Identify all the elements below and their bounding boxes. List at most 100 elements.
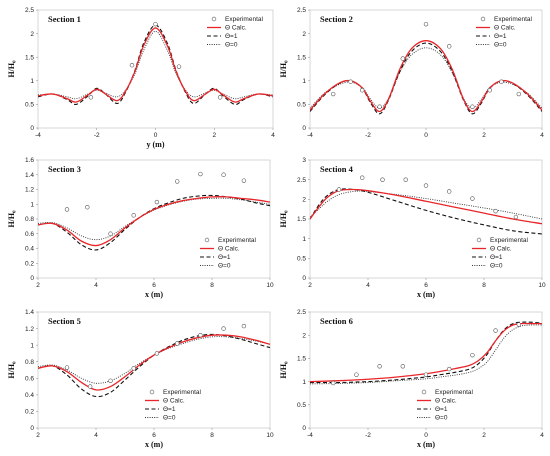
y-tick-label: 0	[302, 275, 306, 282]
y-tick-label: 0	[302, 125, 306, 132]
y-tick-label: 0	[30, 275, 34, 282]
experimental-point	[516, 322, 521, 327]
y-tick-label: 1.6	[25, 157, 34, 164]
experimental-point	[108, 231, 113, 236]
experimental-point	[447, 44, 452, 49]
y-tick-label: 0.8	[25, 359, 34, 366]
series-line-calc	[38, 334, 270, 391]
y-tick-label: 0	[30, 425, 34, 432]
y-tick-label: 0.8	[25, 216, 34, 223]
y-axis-label: H/H₀	[7, 361, 16, 379]
legend: Experimental Θ Calc.Θ=1 Θ=0	[417, 389, 473, 422]
y-tick-label: 1.5	[25, 54, 34, 61]
legend-label-theta0: Θ=0	[218, 263, 231, 270]
y-tick-label: 1	[302, 379, 306, 386]
y-tick-label: 0.6	[25, 231, 34, 238]
plot-area	[310, 175, 542, 235]
experimental-point	[131, 213, 136, 218]
plot-area	[310, 321, 542, 386]
y-tick-label: 1.5	[297, 54, 306, 61]
series-line-theta0	[38, 197, 270, 241]
y-tick-label: 0.2	[25, 409, 34, 416]
legend-label-calc: Θ Calc.	[218, 246, 240, 253]
plot-frame	[309, 159, 543, 279]
series-line-calc	[38, 196, 270, 247]
series-line-theta1	[310, 321, 542, 384]
experimental-point	[377, 364, 382, 369]
legend-label-calc: Θ Calc.	[494, 25, 516, 32]
x-tick-label: 2	[482, 432, 486, 439]
experimental-point	[198, 171, 203, 177]
y-tick-label: 2	[30, 31, 34, 38]
legend: Experimental Θ Calc.Θ=1 Θ=0	[200, 237, 256, 270]
experimental-point	[176, 64, 182, 69]
series-line-theta1	[310, 42, 542, 115]
legend: Experimental Θ Calc.Θ=1 Θ=0	[476, 16, 532, 49]
experimental-point	[331, 91, 336, 97]
y-tick-label: 0.4	[25, 392, 34, 399]
x-tick-label: 0	[424, 432, 428, 439]
experimental-point	[380, 177, 385, 182]
x-tick-label: 2	[308, 282, 312, 289]
chart-title: Section 3	[48, 164, 81, 174]
experimental-point	[221, 326, 226, 331]
x-tick-label: 4	[540, 132, 544, 139]
y-tick-label: 2.5	[297, 177, 306, 184]
legend: Experimental Θ Calc.Θ=1 Θ=0	[207, 16, 263, 49]
x-tick-label: 4	[540, 432, 544, 439]
y-tick-label: 2	[302, 197, 306, 204]
experimental-point	[360, 175, 365, 180]
series-line-calc	[38, 27, 273, 103]
legend: Experimental Θ Calc.Θ=1 Θ=0	[145, 389, 201, 422]
experimental-point	[108, 378, 113, 383]
experimental-point	[131, 366, 136, 371]
y-tick-label: 0.5	[297, 402, 306, 409]
plot-frame	[309, 311, 543, 429]
legend-label-theta1: Θ=1	[225, 33, 238, 40]
series-line-theta0	[310, 190, 542, 220]
chart-title: Section 6	[320, 316, 353, 326]
plot-area	[38, 171, 270, 251]
y-tick-label: 0	[30, 125, 34, 132]
experimental-point	[470, 352, 475, 358]
x-tick-label: 0	[154, 132, 158, 139]
experimental-point	[64, 207, 70, 212]
legend-label-theta1: Θ=1	[163, 406, 176, 413]
experimental-point	[377, 104, 382, 109]
x-tick-label: 8	[210, 282, 214, 289]
x-tick-label: -2	[365, 132, 371, 139]
plot-frame	[37, 311, 271, 429]
legend-label-theta0: Θ=0	[494, 42, 507, 49]
chart-title: Section 5	[48, 316, 81, 326]
experimental-point	[493, 208, 498, 214]
experimental-point	[198, 333, 203, 338]
y-tick-label: 2	[302, 332, 306, 339]
experimental-point	[175, 341, 180, 346]
experimental-point	[154, 199, 160, 205]
legend-label-experimental: Experimental	[163, 389, 201, 396]
y-tick-label: 3	[302, 157, 306, 164]
experimental-point	[400, 56, 405, 61]
experimental-point	[423, 372, 429, 377]
plot-frame	[37, 159, 271, 279]
experimental-point	[354, 372, 359, 377]
x-tick-label: 8	[210, 432, 214, 439]
experimental-point	[129, 63, 135, 68]
chart-panel-6: 0 0.5 1 1.5 2 2.5 -4 -2 0 2 4 Section 6 x (m) H/H₀ Exp…	[279, 309, 544, 449]
chart-panel-4: 0 0.5 1 1.5 2 2.5 3 2 4 6 8 10 Section 4 x (m) H/H₀ Exp…	[279, 157, 546, 299]
x-tick-label: -2	[94, 132, 100, 139]
legend-label-experimental: Experimental	[218, 237, 256, 244]
legend-label-calc: Θ Calc.	[225, 25, 247, 32]
y-tick-label: 0	[302, 425, 306, 432]
x-axis-label: x (m)	[145, 440, 163, 449]
experimental-point	[423, 183, 429, 188]
experimental-point	[331, 380, 336, 386]
x-tick-label: -4	[35, 132, 41, 139]
legend-label-theta0: Θ=0	[490, 263, 503, 270]
x-tick-label: 6	[152, 282, 156, 289]
experimental-point	[336, 187, 342, 192]
legend-marker-experimental	[480, 16, 486, 22]
legend-label-calc: Θ Calc.	[163, 398, 185, 405]
experimental-point	[516, 91, 521, 97]
